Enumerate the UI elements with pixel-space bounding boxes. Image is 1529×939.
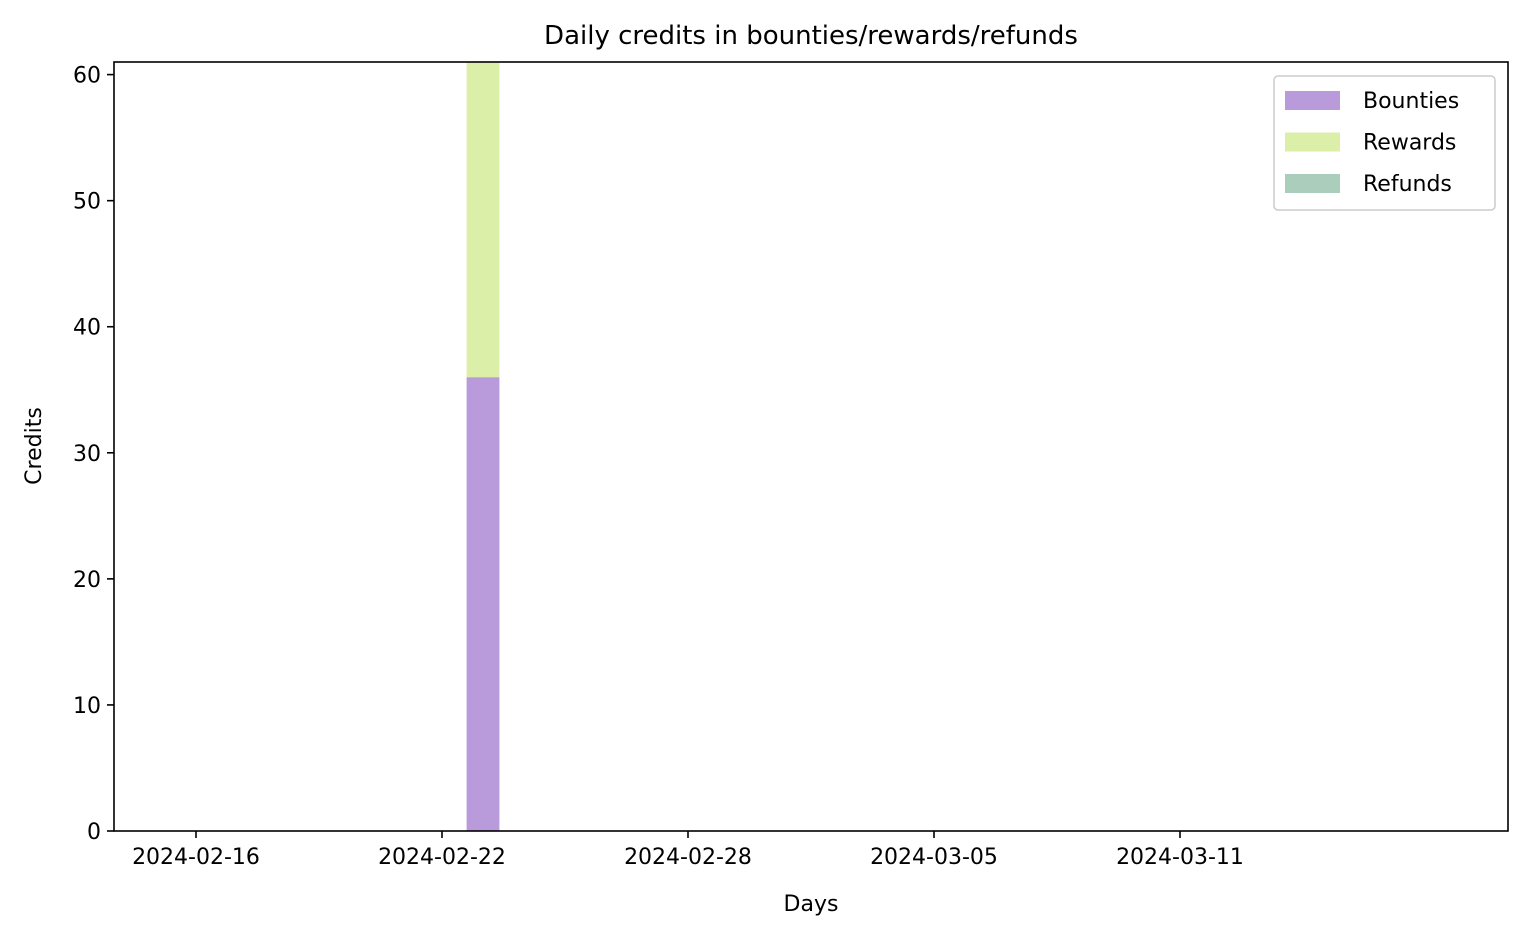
plot-frame [113, 61, 1509, 832]
y-axis-label: Credits [22, 407, 47, 485]
legend-swatch-rewards [1285, 132, 1340, 152]
legend-label-bounties: Bounties [1363, 89, 1459, 114]
x-tick-label: 2024-03-11 [1116, 845, 1244, 870]
y-tick-label: 10 [73, 694, 101, 719]
legend-swatch-bounties [1285, 91, 1340, 110]
y-tick-label: 30 [73, 442, 101, 467]
legend-swatch-refunds [1285, 174, 1340, 193]
y-tick-label: 50 [73, 190, 101, 215]
x-tick-label: 2024-02-22 [378, 845, 506, 870]
x-tick-label: 2024-02-28 [624, 845, 752, 870]
bars-layer [466, 62, 500, 831]
legend: Bounties Rewards Refunds [1273, 75, 1496, 211]
legend-label-refunds: Refunds [1363, 172, 1452, 197]
legend-items: Bounties Rewards Refunds [1285, 89, 1459, 197]
chart-title: Daily credits in bounties/rewards/refund… [544, 21, 1078, 51]
x-axis-label: Days [784, 892, 839, 917]
y-tick-label: 40 [73, 316, 101, 341]
legend-label-rewards: Rewards [1363, 131, 1456, 156]
bar-bounties-2024-02-23 [466, 377, 500, 831]
x-tick-label: 2024-02-16 [132, 845, 260, 870]
y-tick-label: 60 [73, 64, 101, 89]
y-tick-label: 20 [73, 568, 101, 593]
bar-rewards-2024-02-23 [466, 62, 500, 378]
x-tick-label: 2024-03-05 [870, 845, 998, 870]
y-tick-label: 0 [87, 820, 101, 845]
ticks-layer: 2024-02-16 2024-02-22 2024-02-28 2024-03-05… [73, 64, 1244, 870]
